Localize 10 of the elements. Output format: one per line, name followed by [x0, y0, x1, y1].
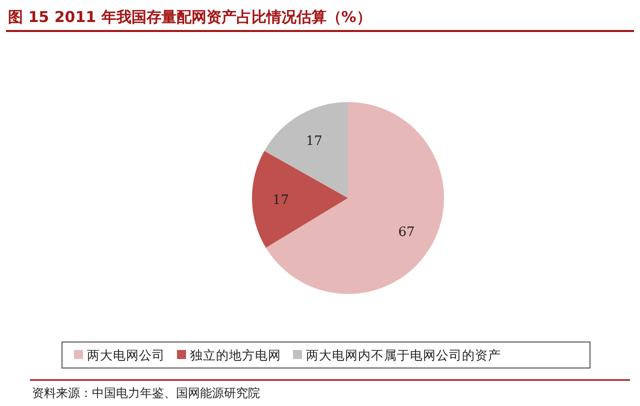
- data-label: 17: [272, 193, 290, 208]
- pie-slice: [266, 102, 444, 294]
- data-label: 17: [306, 134, 322, 149]
- legend-label: 两大电网内不属于电网公司的资产: [306, 348, 501, 362]
- chart-title: 图 15 2011 年我国存量配网资产占比情况估算（%）: [8, 8, 372, 26]
- legend-label: 独立的地方电网: [190, 348, 281, 362]
- legend-label: 两大电网公司: [87, 348, 165, 362]
- text: 资料来源：中国电力年鉴、国网能源研究院: [32, 386, 260, 400]
- data-label: 67: [398, 224, 415, 240]
- pie-slice: [252, 150, 348, 248]
